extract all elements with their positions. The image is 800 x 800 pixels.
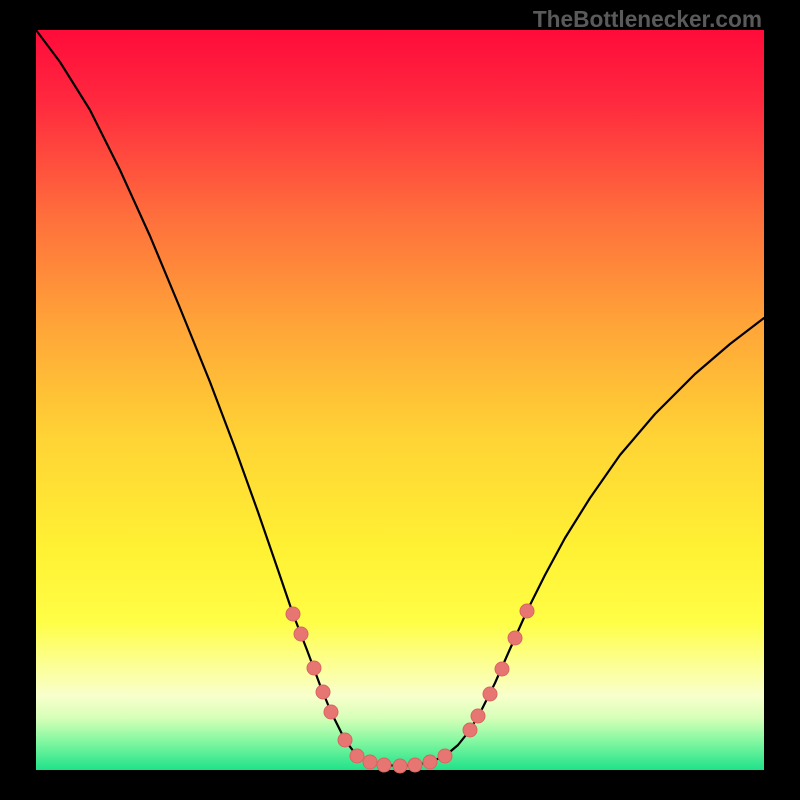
data-marker [495, 662, 509, 676]
data-marker [307, 661, 321, 675]
plot-area [36, 30, 764, 770]
data-marker [520, 604, 534, 618]
data-marker [408, 758, 422, 772]
data-marker [294, 627, 308, 641]
data-marker [286, 607, 300, 621]
data-marker [463, 723, 477, 737]
watermark-text: TheBottlenecker.com [533, 6, 762, 33]
data-marker [471, 709, 485, 723]
data-marker [350, 749, 364, 763]
data-marker [508, 631, 522, 645]
bottleneck-curve [36, 30, 764, 766]
chart-frame: TheBottlenecker.com [0, 0, 800, 800]
data-marker [438, 749, 452, 763]
data-marker [393, 759, 407, 773]
data-marker [377, 758, 391, 772]
data-marker [363, 755, 377, 769]
data-marker [423, 755, 437, 769]
data-marker [324, 705, 338, 719]
data-marker [483, 687, 497, 701]
data-marker [338, 733, 352, 747]
data-marker [316, 685, 330, 699]
curve-layer [36, 30, 764, 770]
